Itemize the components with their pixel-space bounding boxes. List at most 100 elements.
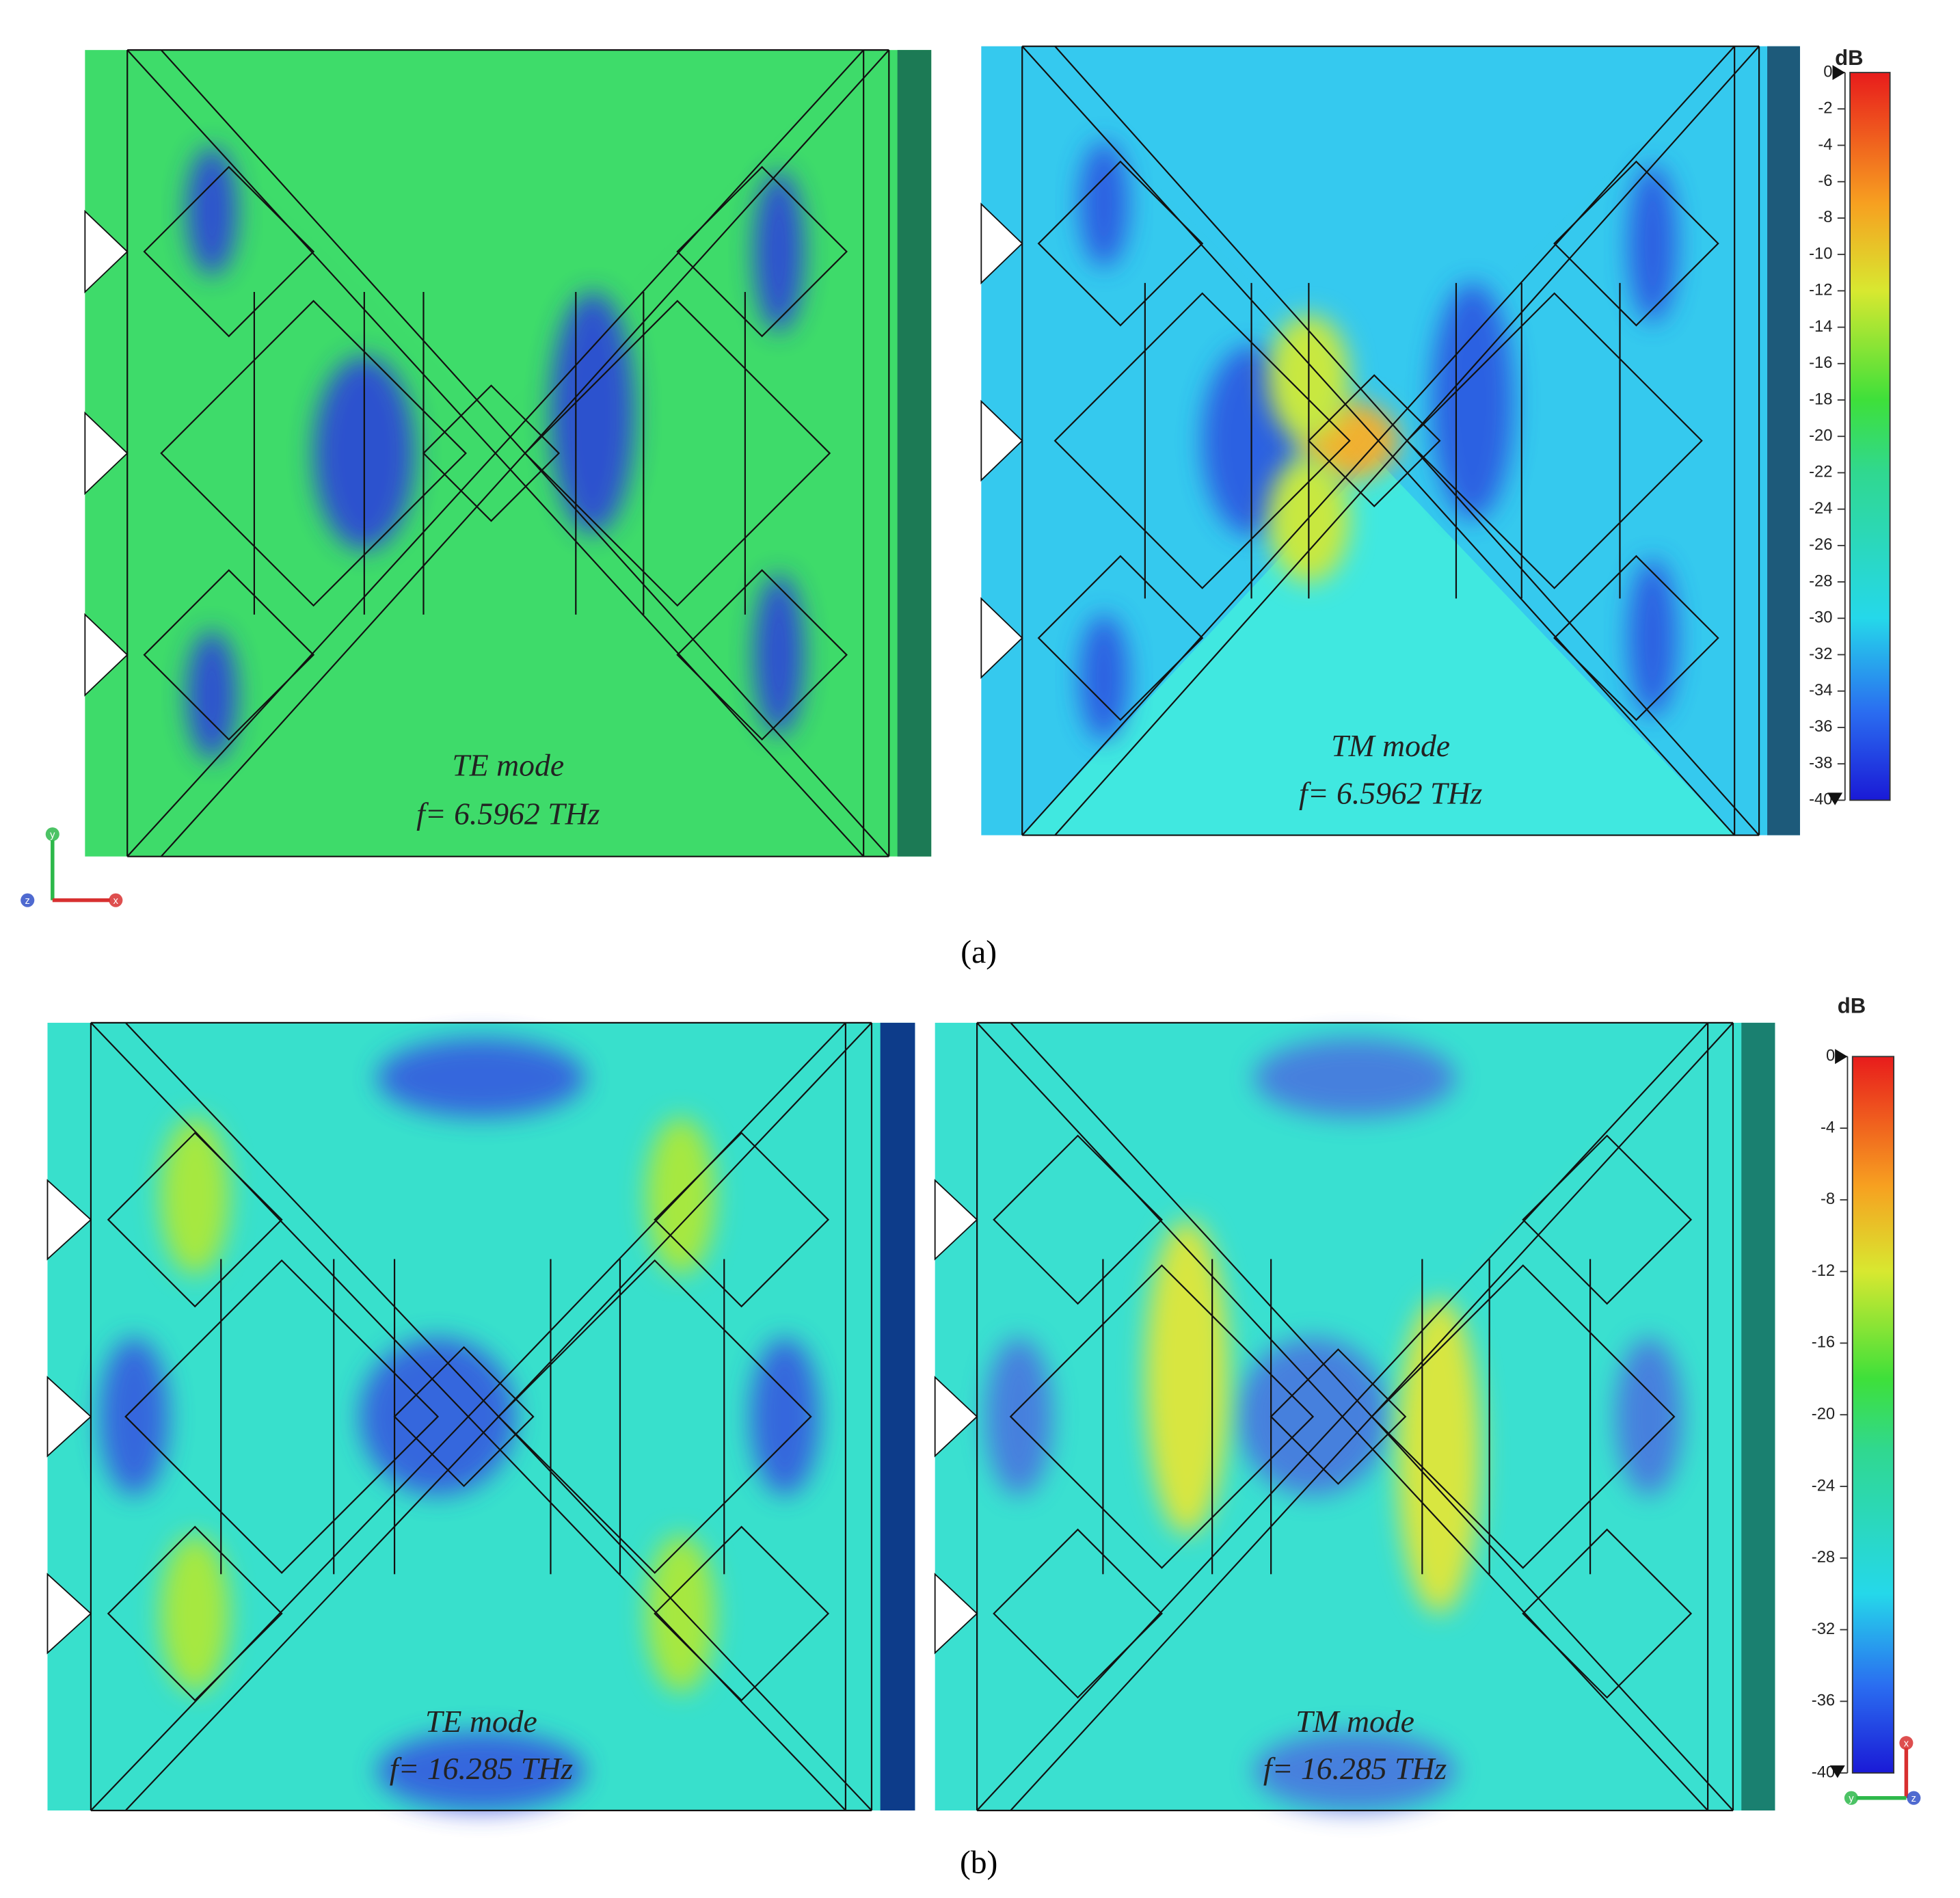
notch bbox=[46, 1376, 92, 1458]
colorbar-tick-label: -26 bbox=[1809, 535, 1832, 554]
frequency-label: f= 6.5962 THz bbox=[1299, 775, 1482, 810]
colorbar-tick-label: -12 bbox=[1812, 1261, 1835, 1280]
colorbar-tick-label: -16 bbox=[1809, 353, 1832, 372]
frequency-label: f= 6.5962 THz bbox=[416, 796, 600, 831]
structure-diamond bbox=[654, 1525, 830, 1702]
colorbar-tick-label: -2 bbox=[1818, 99, 1832, 118]
field-patch bbox=[1079, 614, 1129, 741]
triad-label-bg bbox=[1899, 1736, 1914, 1750]
field-patch bbox=[186, 630, 238, 760]
colorbar-tick-label: -24 bbox=[1809, 499, 1832, 518]
region bbox=[127, 50, 864, 421]
triad-label-bg bbox=[1907, 1791, 1921, 1805]
structure-edge bbox=[126, 49, 864, 857]
field-patch bbox=[750, 1337, 820, 1496]
notch bbox=[84, 613, 129, 697]
structure-diamond bbox=[1522, 1528, 1693, 1699]
triad-label-bg bbox=[109, 893, 123, 907]
colorbar-handle bbox=[1829, 1765, 1845, 1778]
triad-label-bg bbox=[1844, 1791, 1858, 1805]
colorbar-tick-label: -16 bbox=[1812, 1333, 1835, 1352]
axis-triad: y z x bbox=[21, 827, 123, 907]
colorbar-tick-label: 0 bbox=[1826, 1047, 1835, 1065]
notch bbox=[980, 597, 1023, 679]
colorbar: dB0-4-8-12-16-20-24-28-32-36-40 bbox=[1812, 993, 1895, 1781]
colorbar-unit: dB bbox=[1838, 993, 1866, 1017]
field-patch bbox=[1254, 1731, 1456, 1810]
structure-diamond bbox=[676, 165, 848, 338]
field-patch bbox=[646, 1534, 716, 1693]
structure-diamond bbox=[393, 1346, 535, 1488]
side-strip bbox=[897, 50, 932, 857]
colorbar-tick-label: -14 bbox=[1809, 317, 1832, 336]
triad-label: x bbox=[113, 896, 119, 907]
frequency-label: f= 16.285 THz bbox=[390, 1751, 573, 1786]
colorbar-tick-label: -36 bbox=[1812, 1692, 1835, 1710]
structure-diamond bbox=[497, 1259, 812, 1574]
region bbox=[977, 1022, 1708, 1385]
structure-diamond bbox=[1371, 1264, 1676, 1569]
colorbar-tick-label: -32 bbox=[1812, 1620, 1835, 1638]
field-patch bbox=[186, 146, 238, 276]
field-patch bbox=[646, 1117, 716, 1275]
triad-label: x bbox=[1904, 1739, 1909, 1750]
field-plot: TE mode f= 6.5962 THz bbox=[84, 49, 932, 857]
structure-diamond bbox=[524, 299, 831, 607]
field-patch bbox=[160, 1117, 230, 1275]
field-plot: TM mode f= 16.285 THz bbox=[934, 1021, 1775, 1812]
structure-diamond bbox=[143, 165, 315, 338]
structure-edge bbox=[976, 1022, 1708, 1811]
side-strip bbox=[1741, 1022, 1775, 1810]
colorbar-tick-label: -8 bbox=[1818, 208, 1832, 226]
colorbar-unit: dB bbox=[1835, 46, 1863, 70]
field-patch bbox=[1615, 1337, 1683, 1496]
structure-diamond bbox=[1553, 554, 1719, 721]
region bbox=[90, 1432, 846, 1810]
structure-diamond bbox=[1009, 1264, 1315, 1569]
colorbar-tick-label: -4 bbox=[1821, 1118, 1835, 1136]
field-plot: TM mode f= 6.5962 THz bbox=[980, 45, 1800, 836]
colorbar-tick-label: -28 bbox=[1812, 1548, 1835, 1566]
notch bbox=[46, 1573, 92, 1655]
structure-diamond bbox=[1037, 160, 1204, 327]
side-strip bbox=[1767, 46, 1800, 836]
triad-label-bg bbox=[21, 893, 35, 907]
mode-label: TM mode bbox=[1296, 1704, 1414, 1739]
colorbar-tick-label: -12 bbox=[1809, 281, 1832, 299]
field-patch bbox=[753, 574, 805, 736]
structure-diamond bbox=[1307, 374, 1441, 508]
colorbar-gradient bbox=[1849, 72, 1891, 801]
structure-edge bbox=[1021, 45, 1735, 836]
structure-diamond bbox=[107, 1525, 283, 1702]
structure-diamond bbox=[124, 1259, 440, 1574]
colorbar-handle bbox=[1835, 1049, 1848, 1065]
structure-diamond bbox=[107, 1132, 283, 1308]
structure-diamond bbox=[160, 299, 467, 607]
field-plots: TE mode f= 6.5962 THz TM mode f= 6.5962 THz… bbox=[46, 45, 1800, 1812]
field-patch bbox=[550, 292, 635, 534]
field-patch bbox=[377, 1038, 586, 1118]
colorbar-gradient bbox=[1851, 1056, 1895, 1774]
caption: (b) bbox=[960, 1845, 997, 1880]
axis-triad: x y z bbox=[1844, 1736, 1921, 1805]
field-patch bbox=[1397, 1298, 1481, 1614]
colorbar-tick-label: -30 bbox=[1809, 609, 1832, 627]
notch bbox=[84, 209, 129, 294]
side-strip bbox=[880, 1022, 915, 1810]
field-plot: TE mode f= 16.285 THz bbox=[46, 1021, 915, 1812]
structure-diamond bbox=[993, 1528, 1163, 1699]
mode-label: TE mode bbox=[425, 1704, 537, 1739]
triad-label: z bbox=[25, 896, 30, 907]
field-patch bbox=[377, 1731, 586, 1810]
field-patch bbox=[1144, 1219, 1229, 1535]
triad-label: y bbox=[1849, 1793, 1854, 1804]
region bbox=[127, 469, 864, 857]
colorbar-handle bbox=[1827, 792, 1843, 805]
colorbar-tick-label: -8 bbox=[1821, 1190, 1835, 1208]
structure-diamond bbox=[1522, 1134, 1693, 1305]
notch bbox=[934, 1376, 978, 1458]
field-patch bbox=[985, 1337, 1053, 1496]
colorbar-tick-label: -28 bbox=[1809, 572, 1832, 590]
notch bbox=[84, 411, 129, 496]
